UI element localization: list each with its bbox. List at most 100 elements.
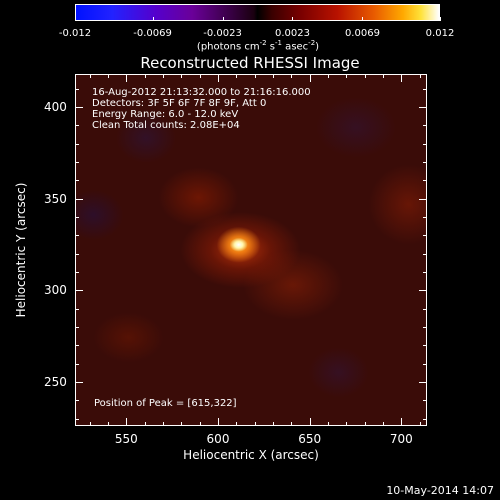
x-minor-tick — [328, 74, 329, 78]
colorbar-tick-mark — [362, 17, 364, 21]
y-tick-label: 400 — [44, 100, 67, 114]
x-minor-tick — [108, 74, 109, 78]
y-axis-label: Heliocentric Y (arcsec) — [14, 182, 28, 318]
x-minor-tick — [89, 74, 91, 78]
y-minor-tick — [423, 125, 427, 127]
info-clean-counts: Clean Total counts: 2.08E+04 — [92, 120, 240, 131]
x-minor-tick — [236, 422, 238, 426]
colorbar-tick-label: -0.012 — [58, 28, 92, 39]
y-minor-tick — [423, 235, 427, 237]
x-minor-tick — [236, 74, 238, 78]
x-minor-tick — [108, 422, 109, 426]
y-major-tick — [75, 290, 83, 292]
x-tick-label: 550 — [114, 432, 138, 446]
y-tick-label: 250 — [44, 375, 67, 389]
y-minor-tick — [75, 180, 79, 182]
x-minor-tick — [273, 74, 274, 78]
colorbar-tick-mark — [292, 17, 294, 21]
colorbar-tick-mark — [152, 17, 154, 21]
y-minor-tick — [75, 143, 79, 145]
y-minor-tick — [423, 253, 427, 255]
y-major-tick — [75, 107, 83, 108]
y-minor-tick — [423, 308, 427, 310]
peak-position-label: Position of Peak = [615,322] — [94, 398, 237, 409]
plot-area: 16-Aug-2012 21:13:32.000 to 21:16:16.000… — [75, 74, 427, 426]
x-axis-label: Heliocentric X (arcsec) — [183, 448, 319, 462]
y-minor-tick — [423, 162, 427, 163]
x-major-tick — [126, 418, 128, 426]
y-minor-tick — [75, 235, 79, 237]
rhessi-image — [76, 75, 426, 425]
x-minor-tick — [163, 74, 164, 78]
x-minor-tick — [383, 74, 384, 78]
x-minor-tick — [273, 422, 274, 426]
colorbar-tick-mark — [222, 17, 224, 21]
x-minor-tick — [199, 422, 201, 426]
y-minor-tick — [423, 272, 427, 273]
x-minor-tick — [254, 422, 256, 426]
x-minor-tick — [328, 422, 329, 426]
x-minor-tick — [419, 422, 421, 426]
x-minor-tick — [181, 422, 183, 426]
y-minor-tick — [423, 88, 427, 90]
x-major-tick — [309, 418, 311, 426]
y-minor-tick — [75, 253, 79, 255]
info-energy-range: Energy Range: 6.0 - 12.0 keV — [92, 109, 239, 120]
x-minor-tick — [89, 422, 91, 426]
y-major-tick — [419, 198, 427, 200]
y-minor-tick — [75, 162, 79, 163]
y-minor-tick — [75, 327, 79, 328]
y-minor-tick — [423, 217, 427, 218]
y-minor-tick — [75, 125, 79, 127]
y-major-tick — [419, 290, 427, 292]
y-major-tick — [75, 382, 83, 383]
y-minor-tick — [423, 363, 427, 365]
x-minor-tick — [364, 74, 366, 78]
x-minor-tick — [291, 74, 293, 78]
info-time-range: 16-Aug-2012 21:13:32.000 to 21:16:16.000 — [92, 87, 311, 98]
colorbar-tick-mark — [440, 17, 441, 21]
x-minor-tick — [181, 74, 183, 78]
y-major-tick — [419, 382, 427, 383]
y-minor-tick — [75, 418, 79, 420]
y-minor-tick — [75, 308, 79, 310]
y-tick-label: 300 — [44, 283, 67, 298]
x-minor-tick — [254, 74, 256, 78]
x-major-tick — [309, 74, 311, 82]
x-minor-tick — [144, 422, 146, 426]
x-tick-label: 700 — [389, 432, 413, 446]
x-minor-tick — [346, 74, 348, 78]
colorbar-tick-mark — [75, 17, 76, 21]
y-minor-tick — [75, 272, 79, 273]
x-major-tick — [218, 418, 219, 426]
y-minor-tick — [423, 418, 427, 420]
info-detectors: Detectors: 3F 5F 6F 7F 8F 9F, Att 0 — [92, 98, 267, 109]
x-minor-tick — [199, 74, 201, 78]
y-minor-tick — [423, 345, 427, 347]
x-minor-tick — [346, 422, 348, 426]
y-minor-tick — [423, 327, 427, 328]
y-minor-tick — [75, 363, 79, 365]
y-minor-tick — [423, 400, 427, 402]
y-minor-tick — [75, 345, 79, 347]
y-minor-tick — [75, 217, 79, 218]
x-minor-tick — [419, 74, 421, 78]
x-minor-tick — [364, 422, 366, 426]
colorbar-tick-label: 0.012 — [425, 28, 455, 39]
timestamp: 10-May-2014 14:07 — [386, 484, 494, 497]
colorbar-tick-label: 0.0069 — [344, 28, 380, 39]
x-minor-tick — [383, 422, 384, 426]
x-major-tick — [218, 74, 219, 82]
x-major-tick — [126, 74, 128, 82]
x-tick-label: 600 — [206, 432, 230, 446]
colorbar-unit-label: (photons cm-2 s-1 asec-2) — [196, 39, 320, 53]
y-minor-tick — [423, 143, 427, 145]
y-major-tick — [419, 107, 427, 108]
x-major-tick — [401, 74, 403, 82]
colorbar-tick-label: -0.0023 — [203, 28, 242, 39]
y-tick-label: 350 — [44, 191, 67, 206]
chart-title: Reconstructed RHESSI Image — [140, 54, 360, 72]
x-tick-label: 650 — [298, 432, 322, 446]
x-minor-tick — [291, 422, 293, 426]
x-minor-tick — [163, 422, 164, 426]
